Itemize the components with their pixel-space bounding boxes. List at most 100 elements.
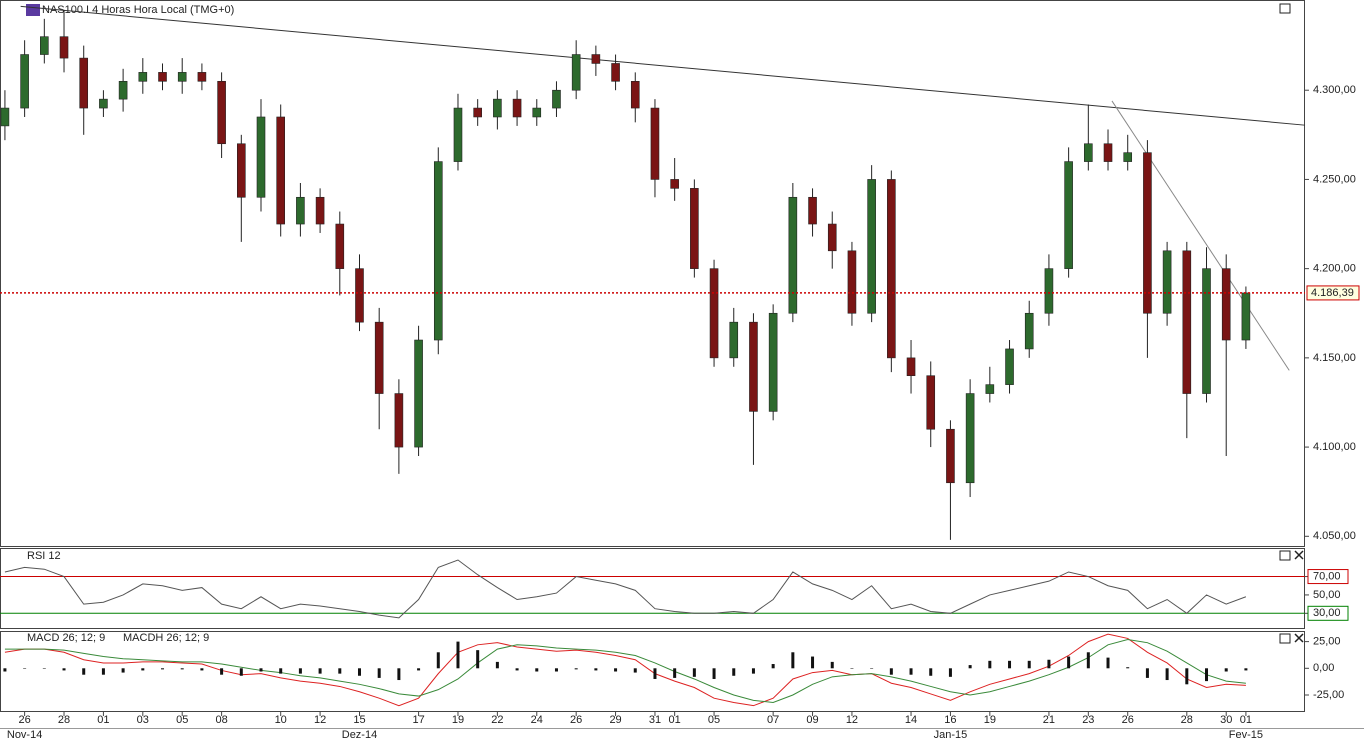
histogram-bar — [141, 668, 145, 671]
candle-body — [1162, 250, 1172, 314]
candle-body — [926, 375, 936, 430]
x-tick-label: 26 — [18, 714, 30, 726]
histogram-bar — [909, 668, 913, 675]
candle-body — [611, 63, 620, 82]
histogram-bar — [1086, 652, 1090, 669]
histogram-bar — [673, 668, 677, 678]
x-tick-label: 19 — [984, 714, 996, 726]
histogram-bar — [1008, 660, 1012, 669]
x-tick-label: 26 — [1122, 714, 1134, 726]
candle-body — [20, 54, 29, 109]
y-tick-label: 4.050,00 — [1313, 530, 1356, 542]
candle-body — [473, 107, 482, 118]
last-price-label: 4.186,39 — [1311, 287, 1354, 299]
series-line — [4, 638, 1246, 703]
histogram-bar — [968, 665, 972, 669]
histogram-bar — [1027, 660, 1031, 669]
histogram-bar — [161, 668, 165, 670]
histogram-bar — [101, 668, 105, 675]
y-tick-label: 4.150,00 — [1313, 352, 1356, 364]
candle-body — [532, 107, 542, 118]
x-tick-label: 01 — [1240, 714, 1252, 726]
histogram-bar — [1126, 667, 1130, 669]
candle-body — [1024, 312, 1034, 350]
maximize-button[interactable] — [1279, 3, 1291, 14]
histogram-bar — [82, 668, 86, 675]
series-line — [4, 633, 1246, 707]
candle-body — [335, 223, 345, 269]
trendline — [20, 5, 1306, 126]
candle-body — [59, 36, 69, 59]
candle-body — [887, 179, 896, 359]
candle-body — [355, 268, 364, 323]
legend-label: MACDH 26; 12; 9 — [123, 632, 209, 644]
candle-body — [0, 107, 10, 127]
candle-body — [315, 196, 325, 225]
candle-body — [217, 80, 226, 145]
x-tick-label: 05 — [708, 714, 720, 726]
histogram-bar — [811, 656, 815, 669]
candle-body — [197, 72, 207, 82]
x-tick-label: 15 — [353, 714, 365, 726]
histogram-bar — [1145, 668, 1149, 678]
candle-body — [571, 54, 581, 91]
histogram-bar — [1244, 668, 1248, 671]
candle-body — [1182, 250, 1192, 394]
x-tick-label: 05 — [176, 714, 188, 726]
maximize-button[interactable] — [1279, 633, 1291, 644]
close-button[interactable] — [1294, 633, 1304, 643]
histogram-bar — [633, 668, 637, 673]
histogram-bar — [791, 652, 795, 669]
candle-body — [591, 54, 601, 64]
rsi-panel — [0, 548, 1305, 629]
maximize-button[interactable] — [1279, 550, 1291, 561]
candle-body — [965, 393, 975, 484]
x-tick-label: 26 — [570, 714, 582, 726]
candle-body — [414, 339, 423, 448]
candle-body — [1103, 143, 1113, 162]
candle-body — [374, 321, 384, 394]
histogram-bar — [377, 668, 381, 678]
histogram-bar — [1224, 668, 1228, 672]
candle-body — [1084, 143, 1093, 162]
y-tick-label: 0,00 — [1313, 662, 1334, 674]
level-label-box — [1307, 569, 1349, 585]
candle-body — [827, 223, 837, 252]
candle-body — [650, 107, 660, 180]
y-tick-label: -25,00 — [1313, 689, 1344, 701]
candle-body — [256, 116, 266, 198]
candle-body — [99, 98, 108, 109]
x-tick-label: 28 — [1181, 714, 1193, 726]
candle-body — [1221, 268, 1231, 341]
histogram-bar — [889, 668, 893, 675]
histogram-bar — [357, 668, 361, 676]
histogram-bar — [200, 668, 204, 671]
histogram-bar — [929, 668, 933, 676]
x-tick-label: 01 — [97, 714, 109, 726]
histogram-bar — [456, 641, 460, 669]
histogram-bar — [1047, 659, 1051, 669]
x-tick-label: 12 — [846, 714, 858, 726]
candle-body — [237, 143, 246, 198]
candle-body — [808, 196, 817, 225]
x-tick-label: 22 — [491, 714, 503, 726]
histogram-bar — [259, 668, 263, 672]
candle-body — [1202, 268, 1211, 394]
histogram-bar — [397, 668, 401, 681]
histogram-bar — [62, 668, 66, 671]
candle-body — [177, 72, 187, 82]
histogram-bar — [42, 668, 46, 669]
candle-body — [946, 428, 955, 484]
histogram-bar — [988, 660, 992, 669]
histogram-bar — [417, 668, 421, 671]
series-line — [4, 559, 1247, 619]
candle-body — [768, 312, 778, 412]
month-label: Jan-15 — [934, 729, 968, 741]
histogram-bar — [121, 668, 125, 673]
histogram-bar — [495, 661, 499, 669]
histogram-bar — [1205, 668, 1209, 682]
y-tick-label: 70,00 — [1313, 570, 1341, 582]
close-button[interactable] — [1294, 550, 1304, 560]
histogram-bar — [476, 650, 480, 669]
